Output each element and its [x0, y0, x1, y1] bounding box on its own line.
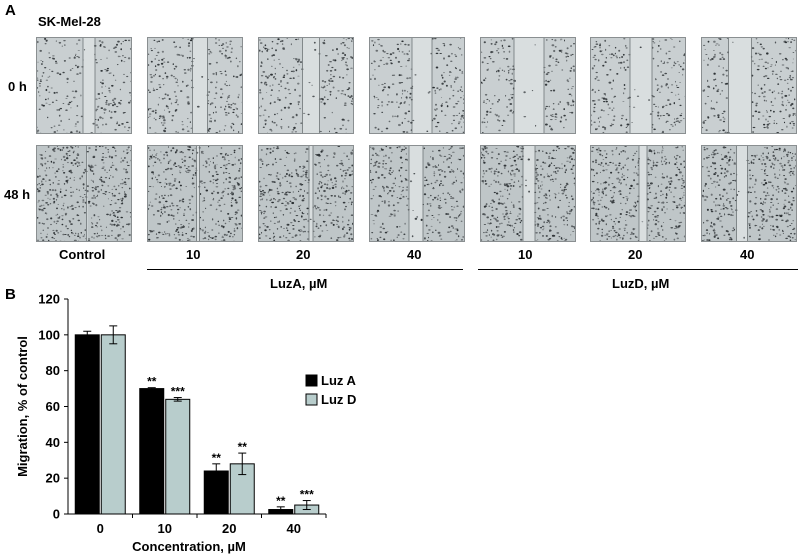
micrograph-0h-col-6: [701, 37, 797, 134]
row-label-0h: 0 h: [8, 79, 27, 94]
panel-b-letter: B: [5, 286, 16, 303]
x-axis-label: Concentration, µM: [132, 539, 246, 554]
bar-luz-a-20: [203, 470, 229, 515]
cell-line-label: SK-Mel-28: [38, 14, 101, 29]
y-tick-label-20: 20: [46, 471, 60, 486]
micrograph-0h-col-0: [36, 37, 132, 134]
micrograph-0h-col-5: [590, 37, 686, 134]
column-label-luza-40: 40: [407, 247, 422, 262]
micrograph-48h-col-6: [701, 145, 797, 242]
significance-luz-a-40: **: [276, 494, 286, 508]
y-tick-label-0: 0: [53, 507, 60, 522]
group-label-luzd: LuzD, µM: [612, 276, 670, 291]
y-tick-label-80: 80: [46, 363, 60, 378]
micrograph-48h-col-1: [147, 145, 243, 242]
micrograph-48h-col-4: [480, 145, 576, 242]
group-label-luza: LuzA, µM: [270, 276, 328, 291]
y-tick-label-60: 60: [46, 399, 60, 414]
y-axis-label: Migration, % of control: [15, 336, 30, 477]
x-tick-label-10: 10: [158, 521, 172, 536]
row-label-48h: 48 h: [4, 187, 31, 202]
y-tick-label-100: 100: [38, 327, 60, 342]
significance-luz-d-20: **: [238, 440, 248, 454]
significance-luz-d-10: ***: [171, 385, 185, 399]
column-label-luza-10: 10: [186, 247, 201, 262]
x-tick-label-40: 40: [287, 521, 301, 536]
legend-label-luz-a: Luz A: [321, 373, 357, 388]
legend-swatch-luz-a: [305, 374, 318, 387]
group-bracket-luza: [147, 269, 463, 270]
x-tick-label-20: 20: [222, 521, 236, 536]
column-label-luzd-20: 20: [628, 247, 643, 262]
panel-a-letter: A: [5, 2, 16, 19]
micrograph-0h-col-3: [369, 37, 465, 134]
micrograph-48h-col-3: [369, 145, 465, 242]
bar-luz-d-10: [165, 398, 191, 515]
micrograph-0h-col-4: [480, 37, 576, 134]
y-tick-label-40: 40: [46, 435, 60, 450]
significance-luz-a-10: **: [147, 375, 157, 389]
bar-luz-a-10: [139, 388, 165, 515]
group-bracket-luzd: [478, 269, 798, 270]
column-label-control: Control: [59, 247, 106, 262]
y-tick-label-120: 120: [38, 292, 60, 307]
micrograph-48h-col-5: [590, 145, 686, 242]
legend-swatch-luz-d: [305, 393, 318, 406]
significance-luz-d-40: ***: [300, 488, 314, 502]
micrograph-0h-col-2: [258, 37, 354, 134]
x-tick-label-0: 0: [97, 521, 104, 536]
micrograph-0h-col-1: [147, 37, 243, 134]
column-label-luzd-10: 10: [518, 247, 533, 262]
bar-luz-a-0: [74, 334, 100, 515]
column-label-luzd-40: 40: [740, 247, 755, 262]
significance-luz-a-20: **: [212, 451, 222, 465]
micrograph-48h-col-0: [36, 145, 132, 242]
bar-luz-d-0: [100, 334, 126, 515]
legend-label-luz-d: Luz D: [321, 392, 356, 407]
column-label-luza-20: 20: [296, 247, 311, 262]
micrograph-48h-col-2: [258, 145, 354, 242]
